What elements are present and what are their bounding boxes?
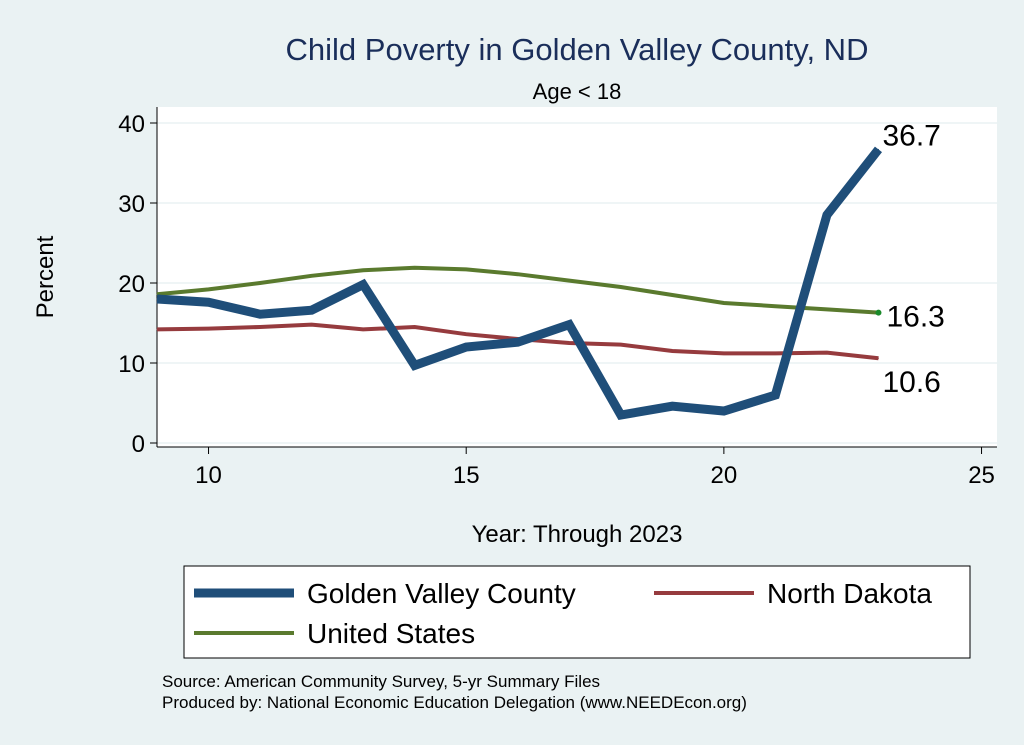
data-point — [259, 282, 261, 284]
end-labels: 36.7 10.6 16.3 — [882, 119, 944, 399]
end-label: 36.7 — [882, 119, 940, 152]
data-point — [723, 302, 725, 304]
data-point — [208, 288, 210, 290]
data-point — [723, 410, 725, 412]
source-note: Source: American Community Survey, 5-yr … — [162, 672, 600, 691]
data-point — [156, 328, 158, 330]
data-point — [774, 352, 776, 354]
data-point — [826, 308, 828, 310]
data-point — [723, 352, 725, 354]
data-point — [671, 294, 673, 296]
data-point — [568, 324, 570, 326]
data-point — [774, 394, 776, 396]
data-point — [465, 268, 467, 270]
end-marker — [875, 309, 882, 316]
x-tick-label: 25 — [968, 462, 995, 489]
x-axis-title: Year: Through 2023 — [472, 521, 683, 548]
x-tick-label: 15 — [453, 462, 480, 489]
data-point — [465, 346, 467, 348]
data-point — [311, 309, 313, 311]
data-point — [259, 326, 261, 328]
y-tick-label: 10 — [118, 351, 145, 378]
data-point — [671, 405, 673, 407]
data-point — [414, 326, 416, 328]
data-point — [671, 350, 673, 352]
data-point — [156, 293, 158, 295]
data-point — [774, 305, 776, 307]
chart-title: Child Poverty in Golden Valley County, N… — [286, 32, 869, 67]
data-point — [208, 301, 210, 303]
data-point — [620, 286, 622, 288]
data-point — [568, 342, 570, 344]
x-tick-label: 20 — [711, 462, 738, 489]
y-tick-label: 0 — [132, 431, 145, 458]
legend: Golden Valley County North Dakota United S… — [194, 578, 932, 649]
data-point — [414, 364, 416, 366]
y-ticks: 0 10 20 30 40 — [118, 111, 157, 458]
data-point — [620, 344, 622, 346]
data-point — [826, 214, 828, 216]
y-tick-label: 40 — [118, 111, 145, 138]
data-point — [465, 333, 467, 335]
legend-label: United States — [307, 618, 475, 649]
data-point — [362, 269, 364, 271]
y-axis-title: Percent — [32, 235, 59, 318]
data-point — [517, 341, 519, 343]
y-tick-label: 30 — [118, 191, 145, 218]
data-point — [208, 328, 210, 330]
legend-label: Golden Valley County — [307, 578, 576, 609]
data-point — [517, 273, 519, 275]
data-point — [877, 148, 879, 150]
data-point — [414, 267, 416, 269]
x-ticks: 10 15 20 25 — [195, 447, 995, 489]
data-point — [362, 328, 364, 330]
data-point — [568, 280, 570, 282]
producer-note: Produced by: National Economic Education… — [162, 693, 747, 712]
data-point — [620, 414, 622, 416]
data-point — [877, 357, 879, 359]
data-point — [826, 352, 828, 354]
data-point — [311, 275, 313, 277]
end-label: 10.6 — [882, 366, 940, 399]
data-point — [156, 298, 158, 300]
legend-box — [183, 565, 971, 659]
x-tick-label: 10 — [195, 462, 222, 489]
data-point — [311, 324, 313, 326]
data-point — [259, 313, 261, 315]
chart-subtitle: Age < 18 — [533, 79, 622, 104]
data-point — [362, 284, 364, 286]
legend-label: North Dakota — [767, 578, 932, 609]
y-tick-label: 20 — [118, 271, 145, 298]
series-group — [156, 146, 883, 420]
end-label: 16.3 — [886, 301, 944, 334]
